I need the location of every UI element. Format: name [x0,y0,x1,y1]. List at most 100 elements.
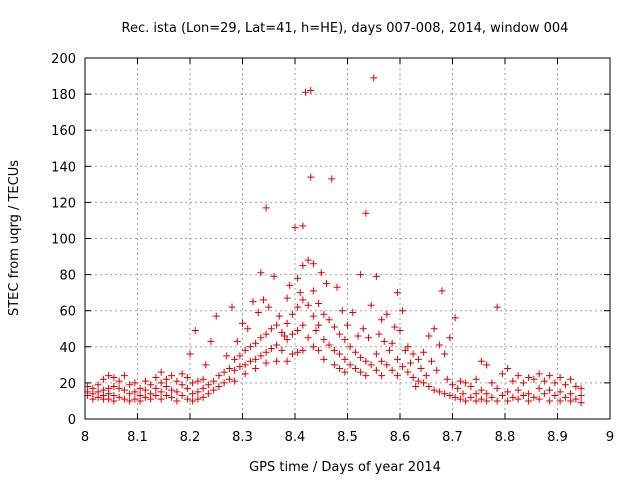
x-tick-label: 9 [606,430,614,445]
data-point [577,399,585,407]
data-point [228,303,236,311]
data-point [341,336,349,344]
data-point [320,355,328,363]
data-point [572,395,580,403]
data-point [540,377,548,385]
data-point [362,357,370,365]
data-point [435,388,443,396]
data-point [168,393,176,401]
x-tick-label: 8.1 [127,430,148,445]
data-point [267,345,275,353]
data-point [407,359,414,367]
data-point [370,74,378,82]
data-point [462,379,470,387]
data-point [110,397,118,405]
x-tick-label: 8.2 [180,430,201,445]
data-point [225,375,233,383]
data-point [323,280,330,288]
data-point [530,375,538,383]
data-point [115,393,123,401]
data-point [204,381,212,389]
data-point [189,390,197,398]
data-point [462,397,470,405]
data-point [186,350,194,358]
data-point [504,397,512,405]
data-point [199,384,207,392]
data-point [551,379,559,387]
data-point [472,375,480,383]
data-point [399,307,407,315]
data-point [328,175,336,183]
data-point [488,393,496,401]
data-point [94,393,102,401]
data-point [446,334,454,342]
data-point [404,368,412,376]
data-point [199,375,207,383]
data-point [388,339,396,347]
data-point [141,377,149,385]
data-point [223,352,231,360]
data-point [546,397,554,405]
data-point [131,395,139,403]
data-point [412,383,420,391]
data-point [391,323,399,331]
data-point [210,386,218,394]
data-point [131,379,139,387]
data-point [483,390,491,398]
data-point [378,357,386,365]
data-point [577,392,585,400]
data-point [428,357,435,365]
data-point [567,375,575,383]
y-tick-label: 180 [51,88,76,103]
data-point [260,296,267,304]
data-point [84,392,92,400]
chart-title: Rec. ista (Lon=29, Lat=41, h=HE), days 0… [122,21,569,36]
data-point [294,274,302,282]
data-point [189,379,197,387]
data-point [194,395,202,403]
data-point [472,397,480,405]
data-point [472,390,480,398]
data-point [141,386,149,394]
data-point [535,395,543,403]
data-point [449,381,456,389]
data-point [438,287,446,295]
data-point [126,381,134,389]
data-point [401,346,409,354]
grid-lines [85,58,610,419]
data-point [556,397,564,405]
y-tick-label: 160 [51,124,76,139]
data-point [422,372,430,380]
data-point [99,375,107,383]
data-point [262,359,270,367]
x-axis-title: GPS time / Days of year 2014 [249,460,441,475]
data-point [320,310,328,318]
data-point [220,379,228,387]
data-point [393,372,401,380]
data-point [244,325,252,333]
data-point [299,346,307,354]
data-point [126,397,134,405]
x-tick-label: 8.3 [232,430,253,445]
data-point [320,336,328,344]
data-point [477,357,485,365]
data-point [162,375,170,383]
data-point [220,368,228,376]
data-point [372,350,380,358]
data-point [194,388,202,396]
data-point [551,392,559,400]
data-point [519,379,527,387]
data-point [336,350,344,358]
y-tick-label: 0 [68,413,76,428]
data-point [207,337,215,345]
data-point [252,355,260,363]
data-point [246,343,254,351]
data-point [307,86,315,94]
data-point [498,392,506,400]
data-point [367,301,375,309]
data-point [504,364,512,372]
data-point [286,281,294,289]
data-point [354,332,362,340]
data-point [483,361,491,369]
x-tick-label: 8 [81,430,89,445]
